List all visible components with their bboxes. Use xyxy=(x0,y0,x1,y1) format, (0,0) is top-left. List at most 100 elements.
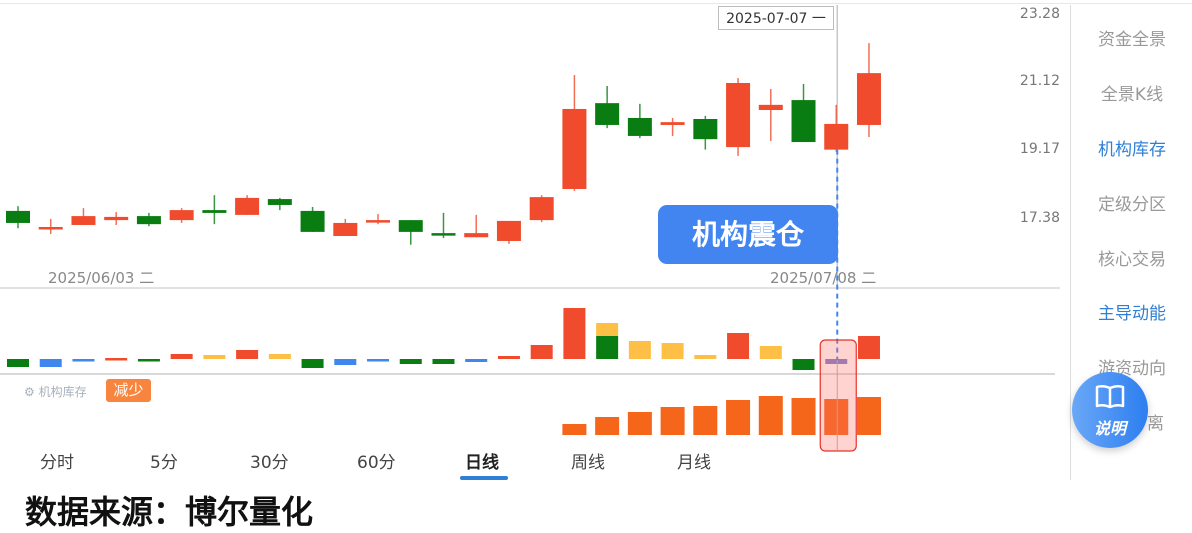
legend-inventory: ⚙ 机构库存 xyxy=(24,383,87,400)
sidebar-item-main-momentum[interactable]: 主导动能 xyxy=(1098,304,1166,324)
candle-body xyxy=(333,222,358,237)
legend-label: 机构库存 xyxy=(38,385,87,399)
candle-body xyxy=(366,220,391,223)
candle-body xyxy=(693,119,718,140)
sidebar-item-fund-overview[interactable]: 资金全景 xyxy=(1098,30,1166,50)
momentum-bar xyxy=(530,345,553,359)
candle-body xyxy=(169,210,194,221)
momentum-bar xyxy=(727,333,750,359)
momentum-bar xyxy=(628,341,651,359)
tab-5min[interactable]: 5分 xyxy=(150,453,178,473)
momentum-bar xyxy=(497,356,520,359)
tab-daily[interactable]: 日线 xyxy=(465,453,499,473)
candle-body xyxy=(595,103,620,125)
candle-body xyxy=(529,197,554,221)
inventory-bar xyxy=(693,406,718,435)
tab-intraday[interactable]: 分时 xyxy=(40,453,74,473)
candle-body xyxy=(464,233,489,238)
price-tick: 21.12 xyxy=(1019,73,1060,89)
momentum-bar xyxy=(465,359,488,362)
momentum-bar xyxy=(661,343,684,359)
candle-body xyxy=(496,220,521,241)
inventory-change-badge: 减少 xyxy=(106,379,151,402)
inventory-bar xyxy=(726,400,751,435)
candle-body xyxy=(267,199,292,205)
momentum-bar xyxy=(596,336,619,359)
sidebar-item-partial[interactable]: 离 xyxy=(1147,414,1164,434)
momentum-bar xyxy=(137,359,160,362)
active-tab-indicator xyxy=(460,476,508,480)
candle-body xyxy=(627,117,652,136)
momentum-bar xyxy=(7,359,29,367)
inventory-bar xyxy=(856,397,881,435)
candle-body xyxy=(71,216,96,225)
help-button[interactable]: 说明 xyxy=(1072,372,1148,448)
momentum-bar xyxy=(203,355,226,359)
momentum-bar xyxy=(105,358,128,361)
candle-body xyxy=(6,210,30,223)
candle-body xyxy=(398,220,423,232)
candle-body xyxy=(726,82,751,148)
date-label-end: 2025/07/08 二 xyxy=(770,269,877,287)
candle-body xyxy=(660,122,685,125)
momentum-bar xyxy=(694,355,717,359)
inventory-bar xyxy=(595,417,620,435)
momentum-bar xyxy=(39,359,62,367)
sidebar-item-core-trade[interactable]: 核心交易 xyxy=(1098,250,1166,270)
candle-body xyxy=(235,197,260,215)
momentum-bar xyxy=(72,359,95,362)
price-tick: 23.28 xyxy=(1019,6,1060,22)
tab-30min[interactable]: 30分 xyxy=(250,453,289,473)
candle-body xyxy=(791,100,816,143)
candle-body xyxy=(758,104,783,110)
inventory-bar xyxy=(824,399,849,435)
help-button-label: 说明 xyxy=(1093,419,1126,438)
momentum-bar xyxy=(367,359,390,362)
momentum-bar xyxy=(170,354,193,359)
book-icon xyxy=(1095,384,1125,409)
sidebar-divider xyxy=(1070,5,1071,480)
date-label-start: 2025/06/03 二 xyxy=(48,269,155,287)
sidebar-item-panorama-kline[interactable]: 全景K线 xyxy=(1100,85,1164,105)
momentum-bar xyxy=(759,346,782,359)
data-source: 数据来源：博尔量化 xyxy=(25,493,314,531)
momentum-bar xyxy=(563,308,586,359)
candle-body xyxy=(431,233,456,236)
price-tick: 17.38 xyxy=(1019,210,1060,226)
sidebar-item-grade-zone[interactable]: 定级分区 xyxy=(1098,195,1166,215)
price-tick: 19.17 xyxy=(1019,141,1060,157)
inventory-bar xyxy=(660,407,685,435)
candle-body xyxy=(856,73,881,125)
inventory-bar xyxy=(627,412,652,435)
momentum-bar xyxy=(399,359,422,364)
candle-body xyxy=(136,216,161,225)
inventory-bar xyxy=(562,424,587,435)
gear-icon: ⚙ xyxy=(24,385,35,399)
candle-body xyxy=(562,108,587,189)
tab-60min[interactable]: 60分 xyxy=(357,453,396,473)
momentum-bar xyxy=(596,323,619,336)
momentum-bar xyxy=(236,350,259,359)
momentum-bar xyxy=(334,359,357,365)
kline-chart[interactable] xyxy=(0,0,1070,480)
top-border xyxy=(0,3,1192,4)
selected-day-highlight xyxy=(819,339,857,452)
candle-body xyxy=(202,210,227,213)
momentum-bar xyxy=(825,359,848,364)
momentum-bar xyxy=(432,359,455,364)
tab-weekly[interactable]: 周线 xyxy=(571,453,605,473)
momentum-bar xyxy=(268,354,291,359)
candle-body xyxy=(824,123,849,150)
candle-body xyxy=(104,216,129,221)
momentum-bar xyxy=(857,336,880,359)
sidebar-item-institution-inventory[interactable]: 机构库存 xyxy=(1098,140,1166,160)
inventory-bar xyxy=(758,396,783,435)
candle-body xyxy=(38,226,63,230)
tab-monthly[interactable]: 月线 xyxy=(677,453,711,473)
momentum-bar xyxy=(301,359,324,368)
momentum-bar xyxy=(792,359,815,370)
signal-label: 机构震仓 xyxy=(658,205,838,264)
inventory-bar xyxy=(791,398,816,435)
crosshair-date-tooltip: 2025-07-07 一 xyxy=(718,6,834,30)
candle-body xyxy=(300,210,325,232)
